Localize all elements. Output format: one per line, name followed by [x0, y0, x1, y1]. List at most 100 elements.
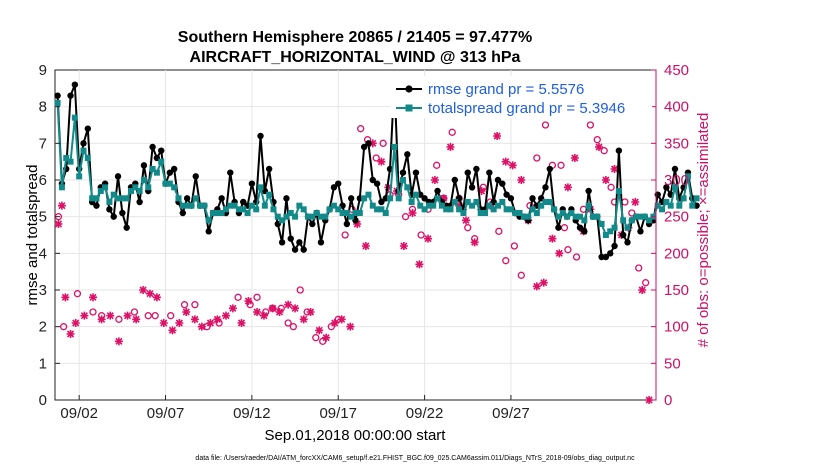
assimilated-obs-marker — [353, 220, 362, 228]
assimilated-obs-marker — [291, 304, 300, 313]
assimilated-obs-marker — [408, 209, 417, 217]
assimilated-obs-marker — [228, 304, 237, 313]
possible-obs-marker — [557, 161, 565, 169]
assimilated-obs-marker — [244, 297, 253, 305]
spread-point — [244, 210, 251, 216]
spread-point — [598, 221, 605, 227]
spread-point — [438, 202, 445, 209]
spread-point — [667, 202, 674, 209]
rmse-point — [611, 242, 618, 250]
assimilated-obs-marker — [631, 198, 640, 206]
spread-point — [136, 188, 143, 194]
y-tick-label: 1 — [39, 355, 47, 372]
assimilated-obs-marker — [493, 132, 502, 140]
assimilated-obs-marker — [175, 319, 184, 327]
spread-point — [343, 210, 350, 216]
y-tick-label: 5 — [39, 209, 47, 226]
spread-point — [80, 147, 87, 154]
assimilated-obs-marker — [415, 260, 424, 269]
rmse-point — [624, 239, 631, 246]
rmse-point — [365, 140, 372, 147]
spread-point — [322, 213, 329, 220]
assimilated-obs-marker — [106, 311, 115, 320]
spread-point — [374, 206, 381, 213]
spread-point — [585, 202, 592, 209]
assimilated-obs-marker — [268, 304, 277, 313]
spread-point — [529, 206, 536, 213]
spread-point — [253, 206, 260, 213]
assimilated-obs-marker — [54, 220, 63, 228]
y-right-tick-label: 450 — [664, 62, 689, 79]
possible-obs-marker — [533, 154, 541, 162]
spread-point — [292, 213, 299, 220]
assimilated-obs-marker — [532, 282, 541, 291]
assimilated-obs-marker — [159, 319, 168, 327]
possible-obs-marker — [372, 154, 380, 162]
x-tick-label: 09/22 — [406, 405, 444, 422]
axis-ticks: 0 1 2 3 4 5 6 7 8 9 0 50 100 150 200 250 300 350 400 450 09/… — [39, 62, 689, 422]
rmse-point — [360, 143, 368, 151]
assimilated-obs-marker — [610, 165, 619, 173]
chart-subtitle: AIRCRAFT_HORIZONTAL_WIND @ 313 hPa — [190, 49, 521, 66]
possible-obs-marker — [167, 312, 175, 320]
rmse-point — [347, 195, 355, 202]
assimilated-obs-marker — [322, 333, 331, 342]
spread-point — [76, 173, 83, 180]
y-tick-label: 4 — [39, 245, 47, 262]
rmse-point — [149, 143, 156, 151]
possible-obs-marker — [541, 121, 550, 129]
spread-point — [473, 199, 480, 205]
rmse-point — [421, 195, 428, 202]
spread-point — [356, 210, 363, 216]
rmse-point — [671, 165, 679, 173]
possible-obs-marker — [284, 319, 292, 327]
rmse-point — [84, 125, 92, 132]
rmse-point — [576, 224, 584, 231]
rmse-point — [218, 195, 225, 202]
x-tick-label: 09/02 — [60, 405, 98, 422]
possible-obs-marker — [180, 301, 189, 309]
rmse-point — [607, 250, 614, 257]
rmse-point — [67, 92, 74, 99]
rmse-point — [158, 147, 165, 154]
x-axis-label: Sep.01,2018 00:00:00 start — [265, 427, 447, 444]
y-right-tick-label: 0 — [664, 392, 672, 409]
y-right-tick-label: 400 — [664, 99, 689, 116]
assimilated-obs-marker — [284, 300, 293, 309]
spread-point — [140, 177, 147, 183]
assimilated-obs-marker — [638, 286, 647, 294]
spread-point — [417, 202, 424, 209]
spread-point — [434, 195, 441, 202]
y-tick-label: 7 — [39, 135, 47, 152]
assimilated-obs-marker — [399, 242, 408, 250]
spread-point — [516, 210, 523, 216]
assimilated-obs-marker — [259, 311, 268, 320]
rmse-point — [378, 198, 385, 206]
assimilated-obs-marker — [346, 322, 355, 331]
assimilated-obs-marker — [71, 319, 80, 327]
spread-point — [559, 210, 566, 216]
assimilated-obs-marker — [377, 157, 386, 166]
spread-point — [676, 202, 683, 209]
spread-point — [158, 158, 165, 165]
rmse-point — [468, 184, 476, 191]
spread-point — [451, 199, 458, 205]
spread-point — [305, 213, 312, 220]
assimilated-obs-marker — [190, 315, 199, 324]
possible-obs-marker — [144, 312, 152, 320]
assimilated-obs-marker — [237, 319, 246, 327]
possible-obs-marker — [572, 253, 581, 261]
assimilated-obs-marker — [114, 337, 123, 346]
rmse-point — [170, 165, 178, 173]
rmse-point — [637, 228, 644, 235]
spread-point — [503, 206, 510, 213]
assimilated-obs-marker — [501, 157, 510, 166]
possible-obs-marker — [586, 121, 595, 129]
spread-point — [637, 213, 644, 220]
spread-point — [460, 210, 467, 216]
rmse-point — [309, 220, 316, 228]
rmse-point — [93, 202, 100, 209]
assimilated-obs-marker — [446, 143, 455, 151]
rmse-point — [619, 231, 627, 239]
spread-point — [602, 232, 609, 238]
